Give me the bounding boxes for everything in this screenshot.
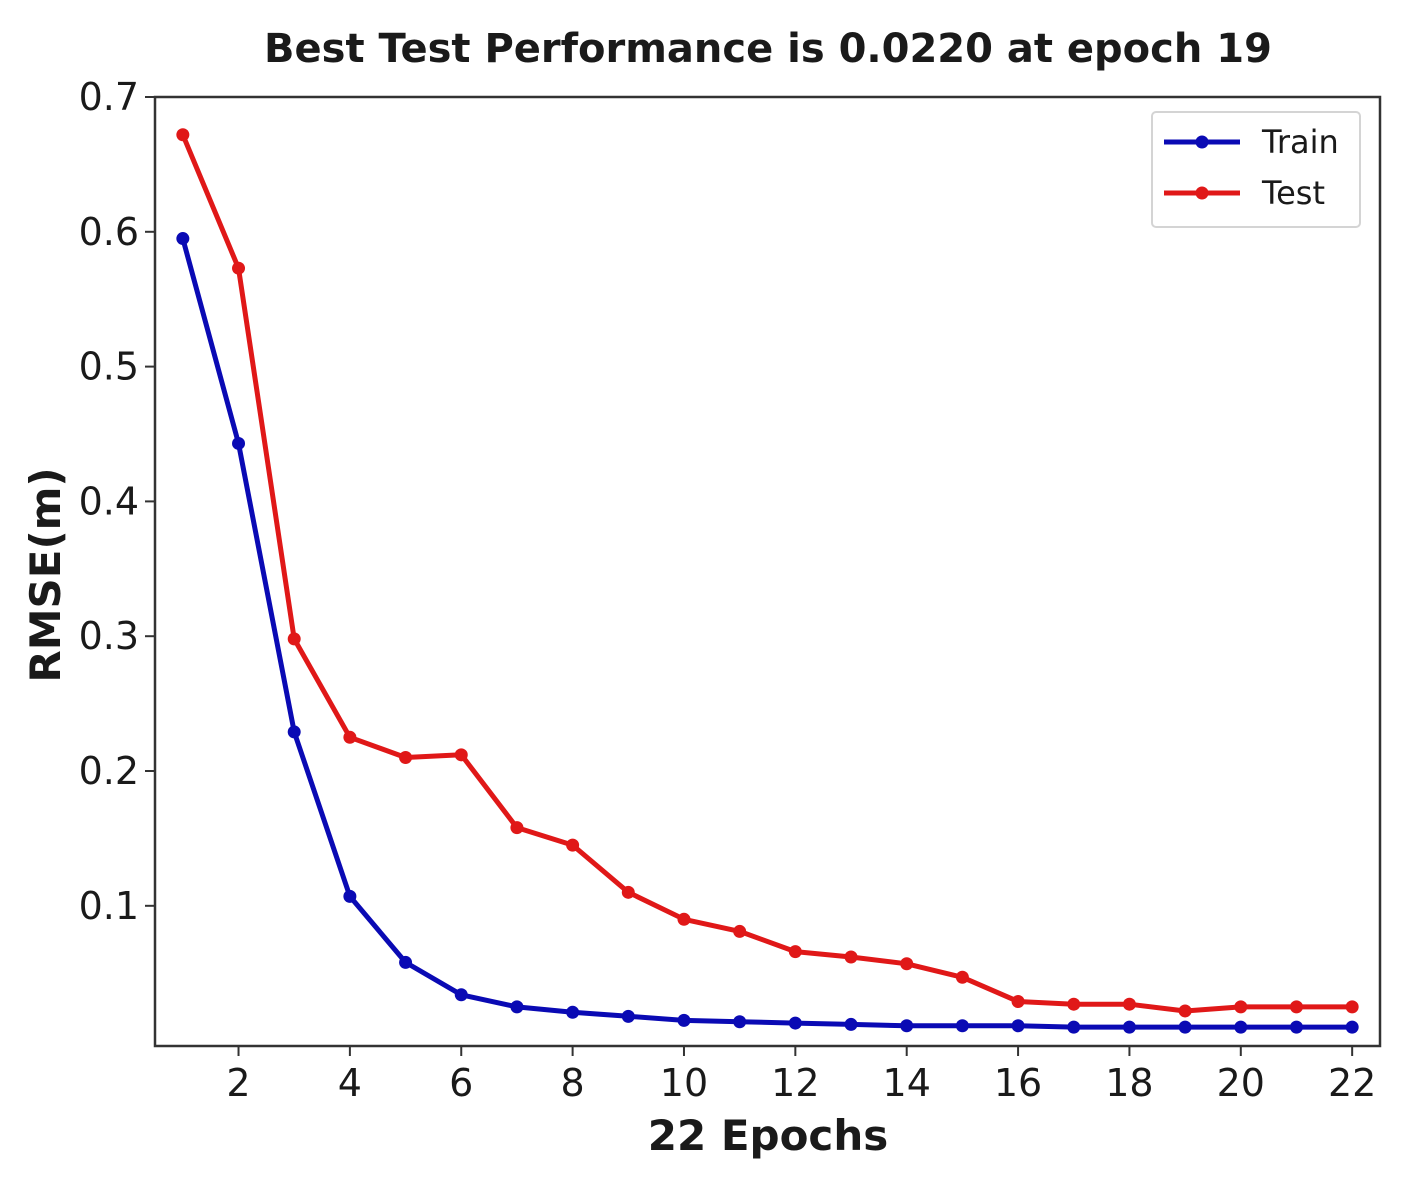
data-point-test	[733, 924, 747, 938]
data-point-train	[1122, 1020, 1136, 1034]
plot-area: 2 4 6 8 10 12 14 16 18 20 22 0.1 0.2 0.3 0.4 0.5 0.6 0.7	[79, 75, 1382, 1105]
y-tick-label: 0.2	[79, 749, 139, 793]
y-tick-label: 0.6	[79, 210, 139, 254]
x-tick-label: 6	[449, 1061, 473, 1105]
data-point-train	[621, 1009, 635, 1023]
data-point-test	[788, 945, 802, 959]
data-point-test	[343, 730, 357, 744]
data-point-train	[232, 436, 246, 450]
data-point-train	[677, 1013, 691, 1027]
data-point-test	[900, 957, 914, 971]
data-point-test	[621, 885, 635, 899]
x-axis-label: 22 Epochs	[648, 1111, 888, 1160]
data-point-test	[1289, 1000, 1303, 1014]
data-point-test	[510, 821, 524, 835]
data-point-test	[677, 912, 691, 926]
y-tick-label: 0.4	[79, 479, 139, 523]
y-tick-label: 0.5	[79, 345, 139, 389]
x-tick-label: 14	[883, 1061, 931, 1105]
data-point-train	[1345, 1020, 1359, 1034]
data-point-test	[1122, 997, 1136, 1011]
x-tick-label: 8	[561, 1061, 585, 1105]
data-point-test	[955, 970, 969, 984]
plot-frame	[153, 95, 1382, 1048]
legend-label-train: Train	[1261, 123, 1339, 161]
data-point-test	[1234, 1000, 1248, 1014]
data-point-test	[1011, 995, 1025, 1009]
data-point-test	[176, 128, 190, 142]
data-point-train	[1011, 1019, 1025, 1033]
x-tick-label: 4	[338, 1061, 362, 1105]
x-tick-label: 22	[1328, 1061, 1376, 1105]
x-tick-label: 10	[660, 1061, 708, 1105]
data-point-train	[1067, 1020, 1081, 1034]
legend-marker-train	[1195, 135, 1209, 149]
x-tick-label: 2	[226, 1061, 250, 1105]
y-tick-label: 0.1	[79, 884, 139, 928]
legend: Train Test	[1151, 111, 1361, 228]
data-point-test	[454, 748, 468, 762]
data-point-train	[566, 1005, 580, 1019]
legend-label-test: Test	[1261, 174, 1325, 212]
data-point-train	[343, 889, 357, 903]
data-point-train	[900, 1019, 914, 1033]
data-point-train	[788, 1016, 802, 1030]
data-point-test	[566, 838, 580, 852]
data-point-test	[1178, 1004, 1192, 1018]
data-point-train	[176, 232, 190, 246]
series-line-test	[180, 132, 1355, 1014]
y-axis-label: RMSE(m)	[21, 467, 70, 682]
data-point-test	[1067, 997, 1081, 1011]
chart-title: Best Test Performance is 0.0220 at epoch…	[264, 26, 1272, 72]
data-point-train	[510, 1000, 524, 1014]
data-point-test	[232, 261, 246, 275]
x-tick-label: 20	[1217, 1061, 1265, 1105]
data-point-train	[1234, 1020, 1248, 1034]
data-point-test	[399, 751, 413, 765]
data-point-test	[844, 950, 858, 964]
data-point-test	[287, 632, 301, 646]
legend-marker-test	[1195, 186, 1209, 200]
data-point-test	[1345, 1000, 1359, 1014]
x-tick-label: 16	[994, 1061, 1042, 1105]
data-point-train	[1289, 1020, 1303, 1034]
data-point-train	[454, 988, 468, 1002]
x-tick-label: 12	[771, 1061, 819, 1105]
data-point-train	[1178, 1020, 1192, 1034]
data-point-train	[733, 1015, 747, 1029]
y-tick-label: 0.7	[79, 75, 139, 119]
data-point-train	[287, 725, 301, 739]
series-line-train	[180, 236, 1355, 1030]
x-tick-label: 18	[1105, 1061, 1153, 1105]
y-tick-label: 0.3	[79, 614, 139, 658]
data-point-train	[844, 1017, 858, 1031]
data-point-train	[955, 1019, 969, 1033]
data-point-train	[399, 955, 413, 969]
